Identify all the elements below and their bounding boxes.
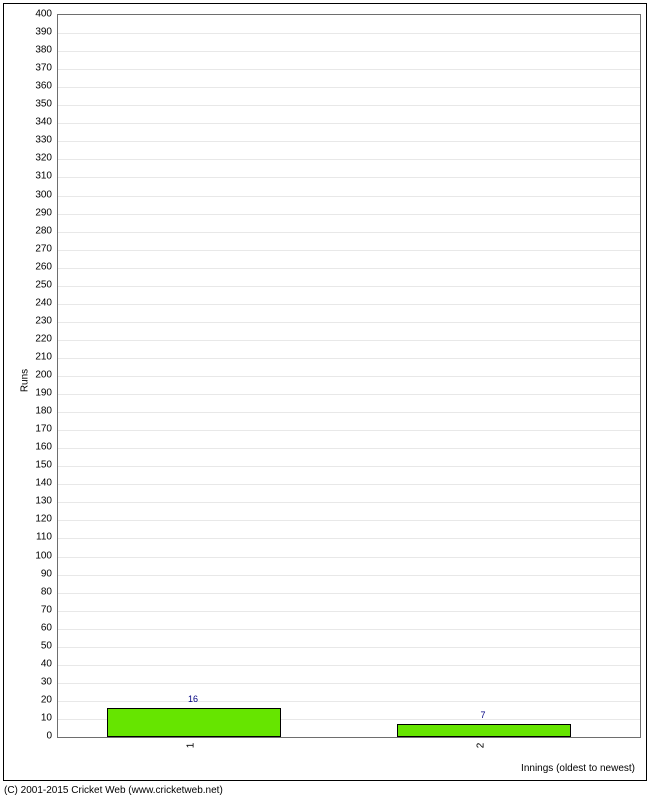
gridline [58,250,640,251]
bar-value-label: 16 [188,694,198,704]
ytick-label: 260 [35,261,52,272]
chart-container: 0 10 20 30 40 50 60 70 80 90 100 110 120 130 140 150 160… [0,0,650,800]
gridline [58,701,640,702]
ytick-label: 360 [35,81,52,92]
ytick-label: 350 [35,99,52,110]
ytick-label: 50 [41,640,52,651]
xtick-label: 1 [185,743,196,749]
bar [107,708,281,737]
gridline [58,538,640,539]
gridline [58,412,640,413]
ytick-label: 180 [35,406,52,417]
ytick-label: 210 [35,351,52,362]
gridline [58,232,640,233]
gridline [58,466,640,467]
gridline [58,647,640,648]
gridline [58,358,640,359]
ytick-label: 120 [35,514,52,525]
gridline [58,557,640,558]
ytick-label: 10 [41,712,52,723]
ytick-label: 30 [41,676,52,687]
gridline [58,141,640,142]
ytick-label: 380 [35,45,52,56]
gridline [58,51,640,52]
x-axis-label: Innings (oldest to newest) [521,763,635,774]
copyright-text: (C) 2001-2015 Cricket Web (www.cricketwe… [4,785,223,796]
gridline [58,123,640,124]
ytick-label: 150 [35,460,52,471]
ytick-label: 280 [35,225,52,236]
gridline [58,394,640,395]
ytick-label: 290 [35,207,52,218]
bar-value-label: 7 [480,710,485,720]
gridline [58,430,640,431]
ytick-label: 330 [35,135,52,146]
ytick-label: 240 [35,297,52,308]
ytick-label: 320 [35,153,52,164]
xtick-label: 2 [475,743,486,749]
ytick-label: 190 [35,388,52,399]
gridline [58,268,640,269]
ytick-label: 230 [35,315,52,326]
bar [397,724,571,737]
gridline [58,665,640,666]
gridline [58,322,640,323]
gridline [58,611,640,612]
ytick-label: 90 [41,568,52,579]
ytick-label: 400 [35,9,52,20]
gridline [58,575,640,576]
gridline [58,629,640,630]
gridline [58,177,640,178]
gridline [58,304,640,305]
ytick-label: 270 [35,243,52,254]
plot-area [57,14,641,738]
gridline [58,683,640,684]
ytick-label: 220 [35,333,52,344]
ytick-label: 100 [35,550,52,561]
ytick-label: 250 [35,279,52,290]
gridline [58,448,640,449]
gridline [58,105,640,106]
ytick-label: 340 [35,117,52,128]
ytick-label: 80 [41,586,52,597]
ytick-label: 70 [41,604,52,615]
gridline [58,502,640,503]
gridline [58,484,640,485]
ytick-label: 390 [35,27,52,38]
ytick-label: 40 [41,658,52,669]
ytick-label: 110 [36,532,52,543]
gridline [58,69,640,70]
gridline [58,214,640,215]
y-axis-label: Runs [20,369,31,392]
gridline [58,33,640,34]
gridline [58,159,640,160]
gridline [58,196,640,197]
ytick-label: 60 [41,622,52,633]
ytick-label: 140 [35,478,52,489]
ytick-label: 0 [46,731,52,742]
ytick-label: 20 [41,694,52,705]
ytick-label: 300 [35,189,52,200]
gridline [58,87,640,88]
ytick-label: 200 [35,370,52,381]
gridline [58,286,640,287]
ytick-label: 160 [35,442,52,453]
gridline [58,376,640,377]
gridline [58,593,640,594]
gridline [58,340,640,341]
gridline [58,520,640,521]
ytick-label: 370 [35,63,52,74]
ytick-label: 130 [35,496,52,507]
ytick-label: 310 [35,171,52,182]
ytick-label: 170 [35,424,52,435]
